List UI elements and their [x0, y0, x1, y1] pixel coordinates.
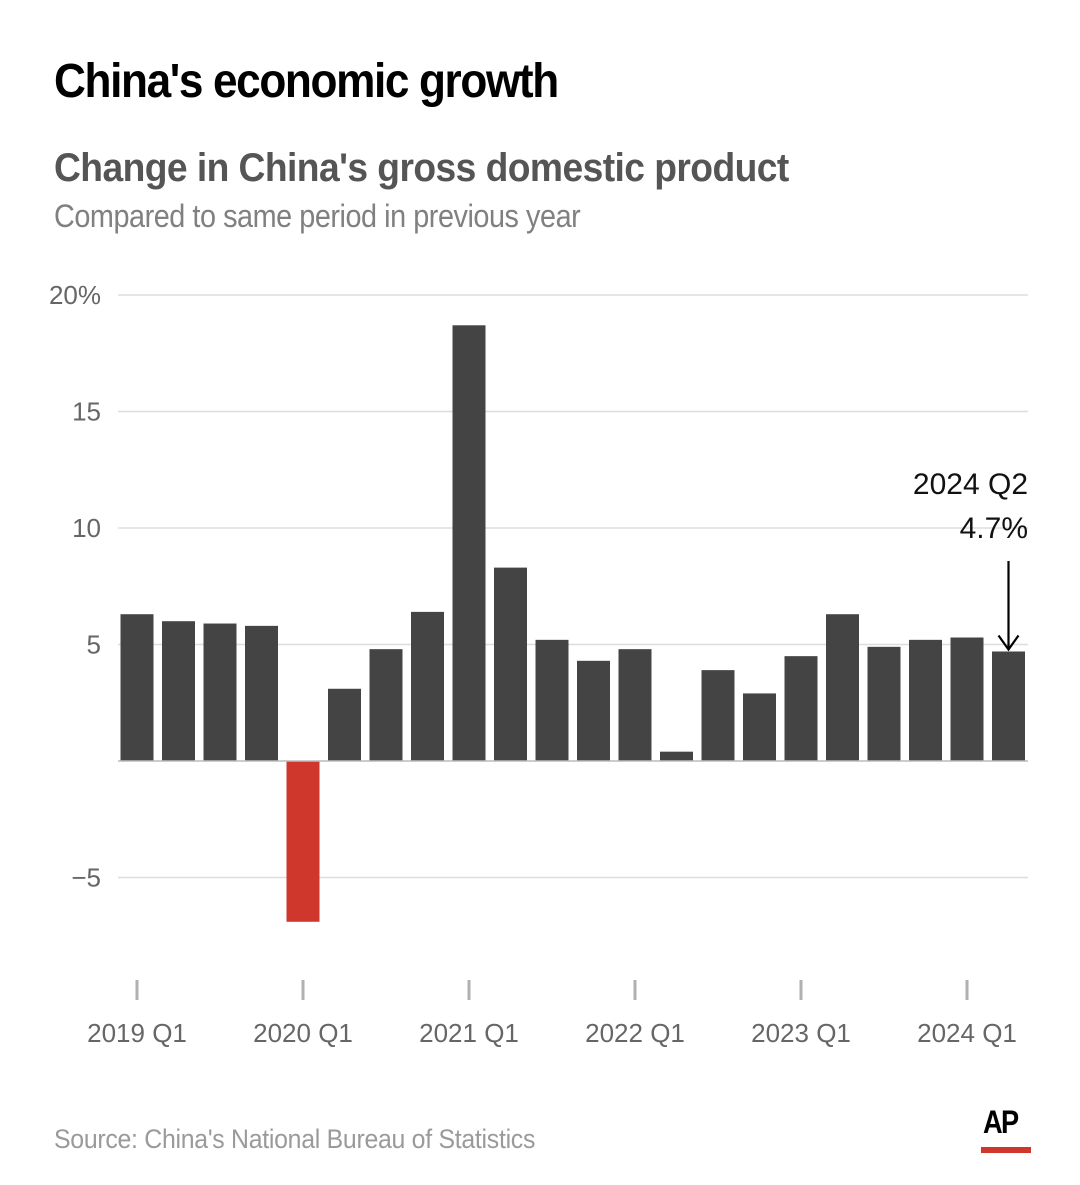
bars — [120, 325, 1025, 922]
x-axis: 2019 Q1 2020 Q1 2021 Q1 2022 Q1 2023 Q1 2024 … — [87, 980, 1017, 1048]
chart-subtitle: Change in China's gross domestic product — [54, 146, 789, 190]
bar-2023-q4 — [909, 639, 942, 761]
x-tick-label: 2024 Q1 — [917, 1018, 1017, 1048]
y-tick-label: 10 — [72, 513, 101, 543]
x-tick-label: 2019 Q1 — [87, 1018, 187, 1048]
bar-2022-q3 — [701, 670, 735, 761]
bar-2021-q4 — [577, 660, 610, 761]
bar-2019-q4 — [245, 625, 278, 761]
bar-2023-q2 — [826, 614, 859, 761]
bar-2023-q3 — [867, 646, 901, 761]
bar-2020-q1 — [286, 761, 320, 922]
bar-2021-q3 — [535, 639, 569, 761]
bar-2019-q3 — [203, 623, 237, 761]
y-tick-label: 15 — [72, 397, 101, 427]
bar-2019-q2 — [162, 621, 195, 761]
annotation: 2024 Q2 4.7% — [913, 468, 1028, 652]
gridlines — [118, 294, 1028, 879]
chart-title: China's economic growth — [54, 55, 559, 108]
x-tick-label: 2022 Q1 — [585, 1018, 685, 1048]
bar-2021-q1 — [452, 325, 486, 761]
bar-2024-q1 — [950, 637, 984, 761]
chart-description: Compared to same period in previous year — [54, 198, 581, 234]
bar-2020-q2 — [328, 688, 361, 761]
x-tick-label: 2023 Q1 — [751, 1018, 851, 1048]
ap-logo-text: AP — [983, 1104, 1019, 1140]
y-tick-label: −5 — [71, 863, 101, 893]
bar-2022-q1 — [618, 649, 652, 761]
y-tick-label: 5 — [87, 630, 101, 660]
bar-2022-q2 — [660, 751, 693, 761]
bar-2020-q4 — [411, 611, 444, 761]
bar-2021-q2 — [494, 567, 527, 761]
arrow-down-icon — [997, 634, 1020, 652]
annotation-label-value: 4.7% — [960, 512, 1028, 545]
x-tick-label: 2021 Q1 — [419, 1018, 519, 1048]
bar-2020-q3 — [369, 649, 403, 761]
annotation-label-period: 2024 Q2 — [913, 468, 1028, 501]
ap-logo-accent-bar — [981, 1147, 1031, 1153]
bar-2019-q1 — [120, 614, 154, 761]
bar-2022-q4 — [743, 693, 776, 761]
bar-2023-q1 — [784, 656, 818, 761]
y-tick-label: 20% — [49, 280, 101, 310]
source-note: Source: China's National Bureau of Stati… — [54, 1124, 536, 1154]
bar-2024-q2 — [992, 651, 1025, 761]
ap-logo: AP — [981, 1104, 1031, 1154]
x-tick-label: 2020 Q1 — [253, 1018, 353, 1048]
y-axis-labels: −5 5 10 15 20% — [49, 280, 101, 893]
